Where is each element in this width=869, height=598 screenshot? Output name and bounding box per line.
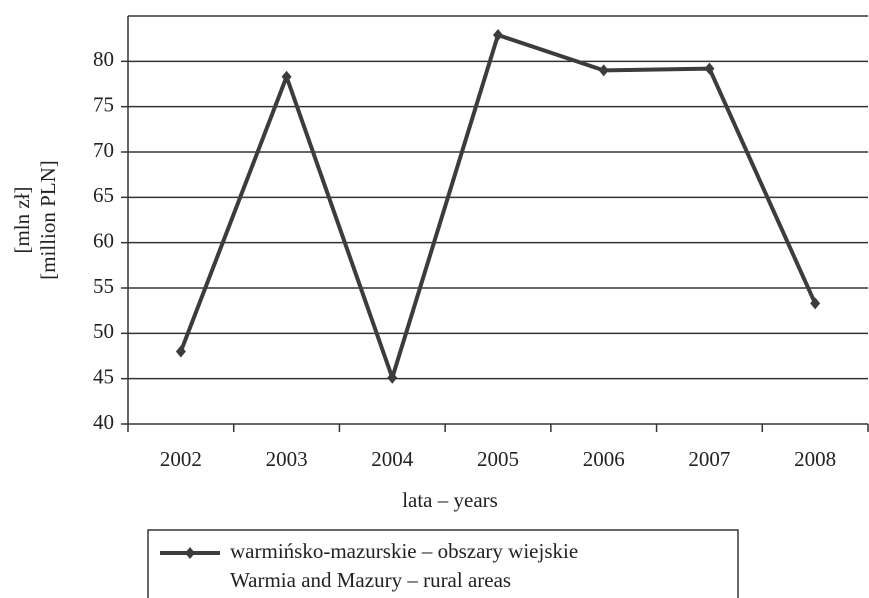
x-tick-label: 2004: [371, 447, 414, 471]
legend-box: [147, 529, 739, 598]
y-axis-label: [million PLN]: [36, 160, 60, 280]
y-tick-label: 50: [93, 319, 114, 343]
data-point: [598, 64, 609, 77]
legend-label: Warmia and Mazury – rural areas: [230, 568, 511, 592]
x-tick-label: 2007: [688, 447, 730, 471]
x-axis-label: lata – years: [402, 488, 498, 512]
y-tick-label: 70: [93, 138, 114, 162]
data-line: [178, 33, 817, 380]
x-tick-label: 2005: [477, 447, 519, 471]
data-point: [175, 345, 186, 358]
y-tick-label: 65: [93, 183, 114, 207]
x-tick-label: 2002: [160, 447, 202, 471]
data-point: [387, 371, 398, 384]
y-tick-label: 60: [93, 228, 114, 252]
x-tick-label: 2006: [583, 447, 625, 471]
legend-marker: [185, 547, 195, 559]
y-tick-label: 40: [93, 410, 114, 434]
y-tick-label: 80: [93, 47, 114, 71]
y-tick-label: 75: [93, 92, 114, 116]
legend-label: warmińsko-mazurskie – obszary wiejskie: [230, 539, 578, 563]
data-point: [281, 70, 292, 83]
y-tick-label: 55: [93, 274, 114, 298]
data-point: [493, 29, 503, 42]
data-point: [810, 297, 821, 310]
y-tick-label: 45: [93, 364, 114, 388]
y-axis-label: [mln zł]: [10, 186, 34, 253]
x-tick-label: 2008: [794, 447, 836, 471]
x-tick-label: 2003: [266, 447, 308, 471]
data-point: [704, 62, 715, 75]
